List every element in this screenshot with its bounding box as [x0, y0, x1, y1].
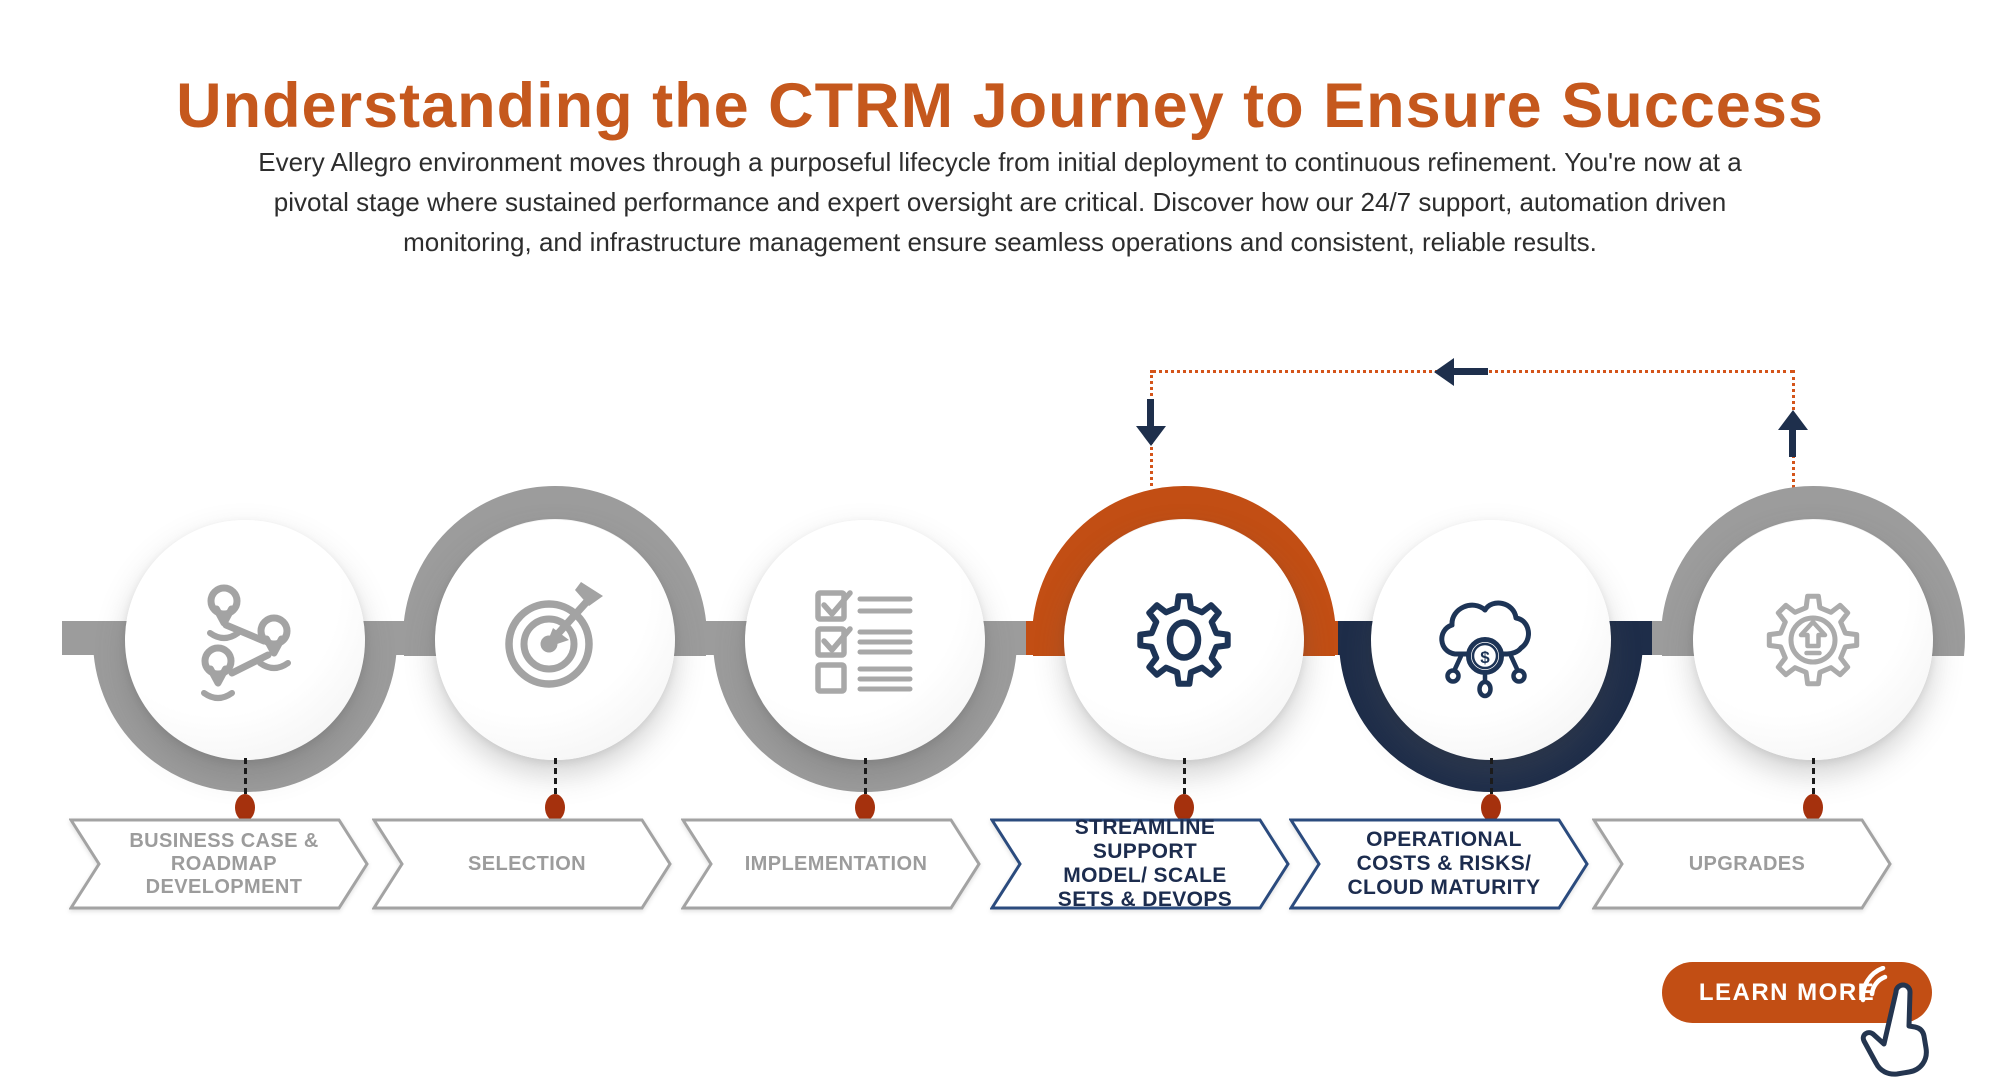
- intro-line: monitoring, and infrastructure managemen…: [403, 227, 1597, 257]
- arrow-left-icon: [1454, 368, 1488, 375]
- arrow-up-icon: [1778, 410, 1808, 430]
- intro-text: Every Allegro environment moves through …: [0, 142, 2000, 262]
- click-hand-icon: [1860, 966, 1929, 1077]
- chevron-label: UPGRADES: [1688, 852, 1806, 875]
- step-connector-dash: [1812, 758, 1815, 794]
- chevron-upgrades: UPGRADES: [1592, 818, 1892, 910]
- intro-line: pivotal stage where sustained performanc…: [273, 187, 1727, 217]
- step-dot: [855, 794, 875, 821]
- step-ring: [1032, 486, 1336, 656]
- chevron-business-case: BUSINESS CASE & ROADMAP DEVELOPMENT: [69, 818, 369, 910]
- step-dot: [545, 794, 565, 821]
- learn-more-button[interactable]: LEARN MORE: [1662, 962, 1932, 1023]
- chevron-label: COSTS & RISKS/: [1356, 852, 1532, 875]
- step-ring: [403, 486, 707, 656]
- chevron-label: DEVELOPMENT: [145, 875, 303, 898]
- page-title: Understanding the CTRM Journey to Ensure…: [176, 71, 1824, 142]
- chevron-label: IMPLEMENTATION: [744, 852, 928, 875]
- chevron-label: MODEL/ SCALE: [1063, 864, 1227, 887]
- chevron-label: CLOUD MATURITY: [1347, 876, 1541, 899]
- arrow-up-icon: [1789, 430, 1796, 457]
- target-icon: [505, 582, 603, 688]
- cloud-cost-icon: $: [1439, 600, 1531, 699]
- journey-step-streamline-support: [1064, 520, 1304, 760]
- chevron-label: SETS & DEVOPS: [1057, 888, 1233, 911]
- step-dot: [1803, 794, 1823, 821]
- upgrade-icon: [1766, 593, 1860, 687]
- step-dot: [1481, 794, 1501, 821]
- chevron-selection: SELECTION: [372, 818, 672, 910]
- arrow-down-icon: [1147, 399, 1154, 426]
- chevron-label: OPERATIONAL: [1366, 828, 1522, 851]
- step-ring: [1661, 486, 1965, 656]
- chevron-label: STREAMLINE SUPPORT: [1074, 816, 1216, 863]
- chevron-label: SELECTION: [467, 852, 587, 875]
- arrow-left-icon: [1434, 358, 1454, 386]
- step-connector-dash: [554, 758, 557, 794]
- journey-step-business-case: [125, 520, 365, 760]
- checklist-icon: [815, 590, 913, 694]
- svg-text:$: $: [1480, 648, 1490, 667]
- journey-step-upgrades: [1693, 520, 1933, 760]
- step-dot: [1174, 794, 1194, 821]
- step-connector-dash: [1490, 758, 1493, 794]
- step-dot: [235, 794, 255, 821]
- step-connector-dash: [1183, 758, 1186, 794]
- step-connector-dash: [244, 758, 247, 794]
- route-icon: [201, 584, 291, 701]
- intro-line: Every Allegro environment moves through …: [258, 147, 1742, 177]
- arrow-down-icon: [1136, 426, 1166, 446]
- journey-step-implementation: [745, 520, 985, 760]
- chevron-implementation: IMPLEMENTATION: [681, 818, 981, 910]
- chevron-streamline-support: STREAMLINE SUPPORT MODEL/ SCALE SETS & D…: [990, 816, 1290, 911]
- gear-icon: [1137, 593, 1231, 687]
- journey-step-operational-costs: $: [1371, 520, 1611, 760]
- journey-step-selection: [435, 520, 675, 760]
- chevron-label: BUSINESS CASE &: [129, 829, 319, 852]
- chevron-operational-costs: OPERATIONAL COSTS & RISKS/ CLOUD MATURIT…: [1289, 818, 1589, 910]
- chevron-label: ROADMAP: [170, 852, 278, 875]
- step-connector-dash: [864, 758, 867, 794]
